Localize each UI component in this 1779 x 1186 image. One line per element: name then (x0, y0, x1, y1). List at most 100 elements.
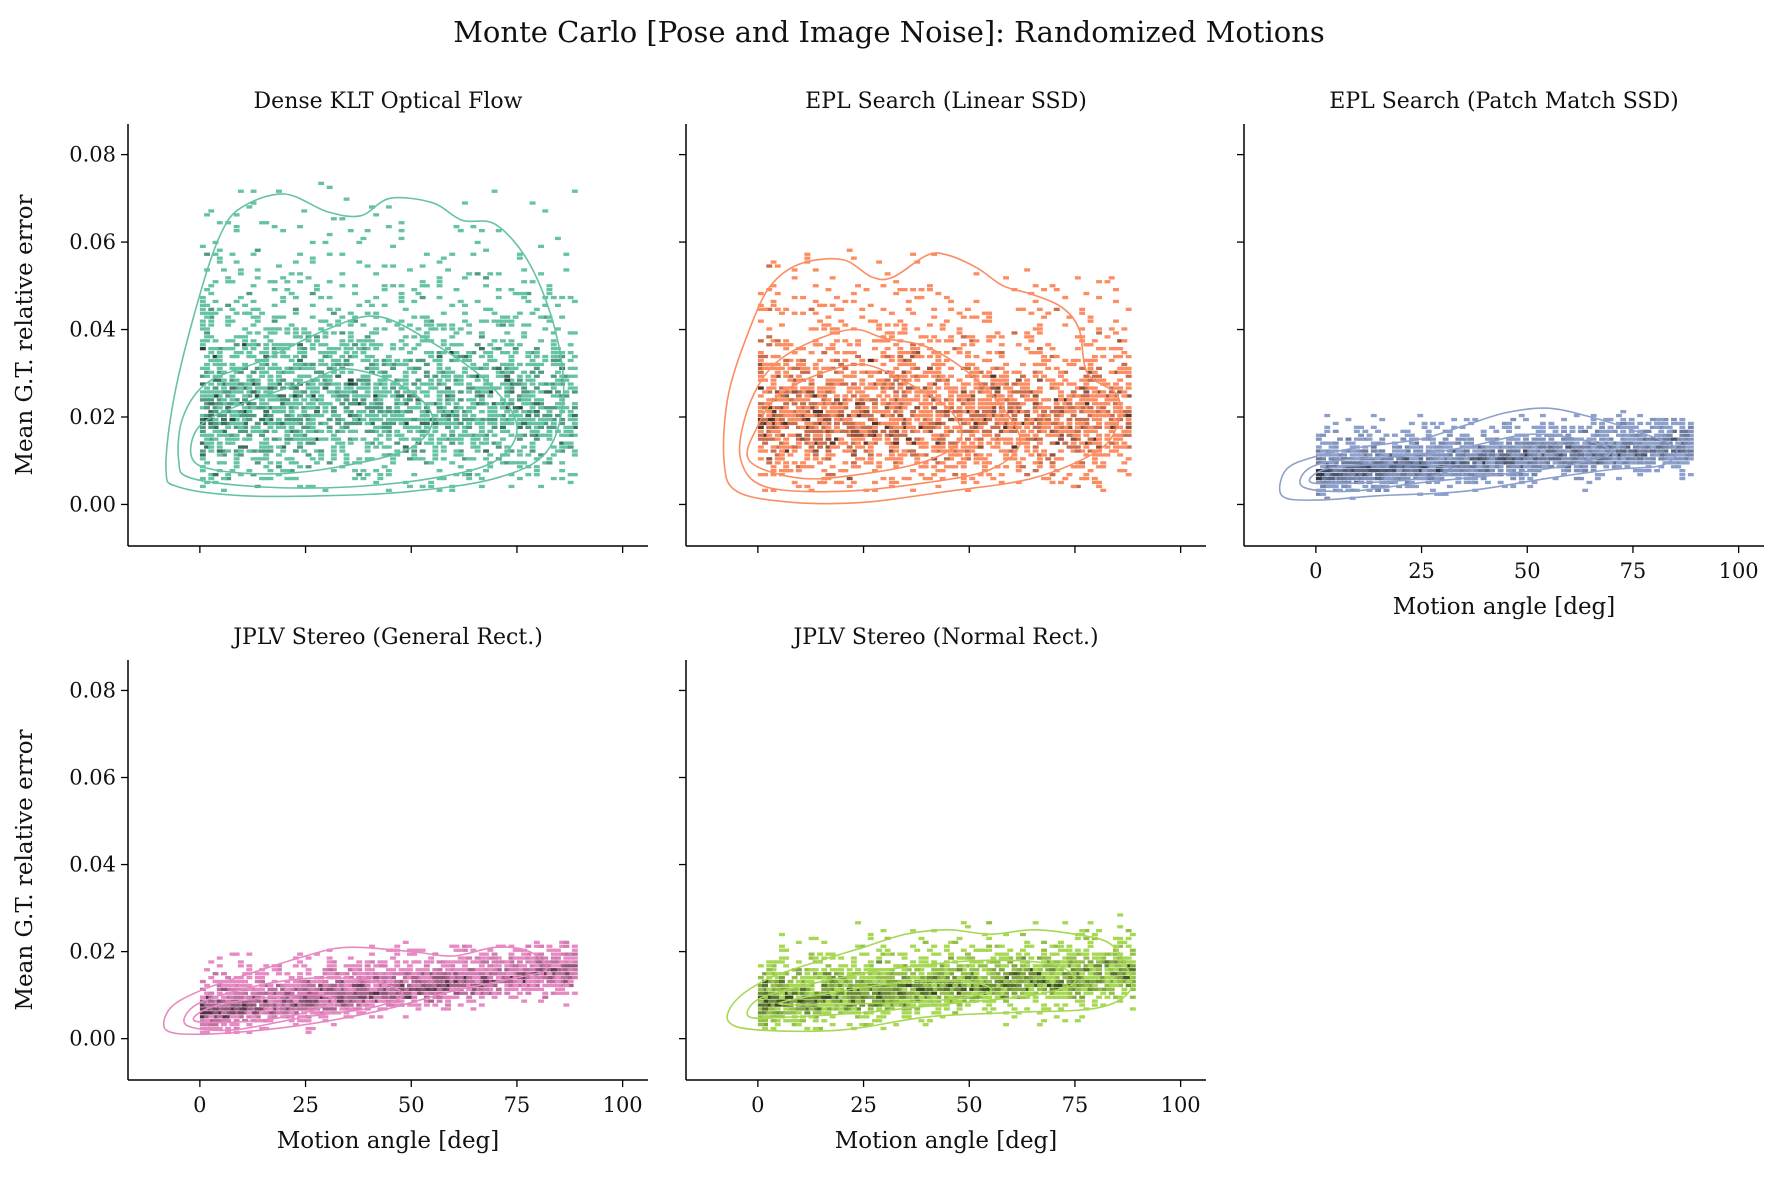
histogram-bin (1117, 469, 1124, 473)
histogram-bin (440, 445, 447, 449)
histogram-bin (428, 441, 435, 445)
histogram-bin (969, 406, 976, 410)
histogram-bin (529, 433, 536, 437)
histogram-bin (846, 429, 853, 433)
histogram-bin (855, 402, 861, 406)
histogram-bin (318, 343, 325, 347)
histogram-bin (280, 445, 287, 449)
histogram-bin (1531, 457, 1538, 461)
histogram-bin (373, 386, 380, 390)
histogram-bin (478, 476, 485, 481)
histogram-bin (571, 968, 578, 972)
histogram-bin (800, 362, 806, 367)
histogram-bin (876, 453, 883, 457)
histogram-bin (470, 433, 477, 437)
histogram-bin (445, 370, 451, 374)
histogram-bin (318, 319, 325, 323)
histogram-bin (483, 469, 489, 473)
histogram-bin (478, 335, 485, 339)
histogram-bin (1594, 429, 1601, 433)
histogram-bin (457, 433, 464, 437)
histogram-bin (225, 1011, 232, 1015)
histogram-bin (1383, 488, 1390, 492)
histogram-bin (1451, 441, 1458, 445)
histogram-bin (250, 284, 257, 288)
histogram-bin (538, 421, 544, 426)
histogram-bin (1066, 473, 1073, 477)
histogram-bin (1324, 413, 1331, 418)
histogram-bin (901, 327, 908, 331)
histogram-bin (555, 378, 561, 382)
histogram-bin (1468, 453, 1474, 457)
histogram-bin (834, 410, 840, 414)
histogram-bin (1108, 398, 1115, 402)
histogram-bin (364, 394, 371, 398)
histogram-bin (398, 362, 405, 367)
histogram-bin (462, 417, 468, 422)
histogram-bin (838, 413, 845, 418)
histogram-bin (880, 410, 887, 414)
histogram-bin (897, 410, 904, 414)
histogram-bin (787, 421, 794, 426)
histogram-bin (343, 410, 350, 414)
histogram-bin (1096, 331, 1102, 335)
histogram-bin (1096, 394, 1102, 398)
histogram-bin (1590, 437, 1597, 441)
histogram-bin (559, 964, 566, 968)
histogram-bin (398, 339, 405, 343)
histogram-bin (542, 303, 549, 307)
histogram-bin (1383, 484, 1390, 489)
histogram-bin (221, 449, 227, 453)
histogram-bin (812, 327, 819, 331)
histogram-bin (1020, 465, 1026, 469)
histogram-bin (347, 402, 354, 406)
histogram-bin (842, 469, 849, 473)
histogram-bin (385, 437, 392, 441)
histogram-bin (385, 429, 392, 433)
histogram-bin (927, 386, 933, 390)
histogram-bin (428, 480, 435, 485)
histogram-bin (1096, 410, 1102, 414)
histogram-bin (838, 370, 845, 374)
histogram-bins (757, 248, 1132, 492)
histogram-bin (233, 1011, 240, 1015)
histogram-bin (1687, 457, 1694, 461)
histogram-bin (407, 457, 413, 461)
histogram-bin (1049, 441, 1056, 445)
histogram-bin (1087, 319, 1094, 323)
histogram-bin (343, 425, 350, 429)
histogram-bin (204, 303, 210, 307)
histogram-bin (787, 366, 794, 370)
histogram-bin (1442, 461, 1449, 465)
histogram-bin (1476, 473, 1483, 477)
histogram-bin (770, 429, 777, 433)
histogram-bin (276, 445, 282, 449)
histogram-bin (1404, 457, 1411, 461)
histogram-bin (555, 303, 561, 307)
histogram-bin (1036, 351, 1043, 355)
histogram-bin (1091, 370, 1098, 374)
histogram-bin (216, 983, 223, 988)
histogram-bin (1531, 445, 1538, 449)
histogram-bin (254, 315, 261, 319)
histogram-bin (373, 327, 380, 331)
histogram-bin (449, 488, 456, 492)
histogram-bin (1417, 457, 1424, 461)
histogram-bin (322, 437, 329, 441)
histogram-bin (246, 331, 253, 335)
histogram-bin (314, 461, 320, 465)
histogram-bin (804, 465, 811, 469)
histogram-bin (571, 473, 578, 477)
histogram-bin (199, 327, 206, 331)
histogram-bin (922, 465, 929, 469)
histogram-bin (1611, 449, 1618, 453)
histogram-bin (233, 402, 240, 406)
histogram-bin (500, 374, 506, 378)
histogram-bin (292, 406, 299, 410)
histogram-bin (1548, 453, 1555, 457)
histogram-bin (969, 315, 976, 319)
histogram-bin (1586, 441, 1593, 445)
histogram-bin (876, 323, 883, 327)
histogram-bin (1113, 410, 1119, 414)
histogram-bin (1108, 421, 1115, 426)
